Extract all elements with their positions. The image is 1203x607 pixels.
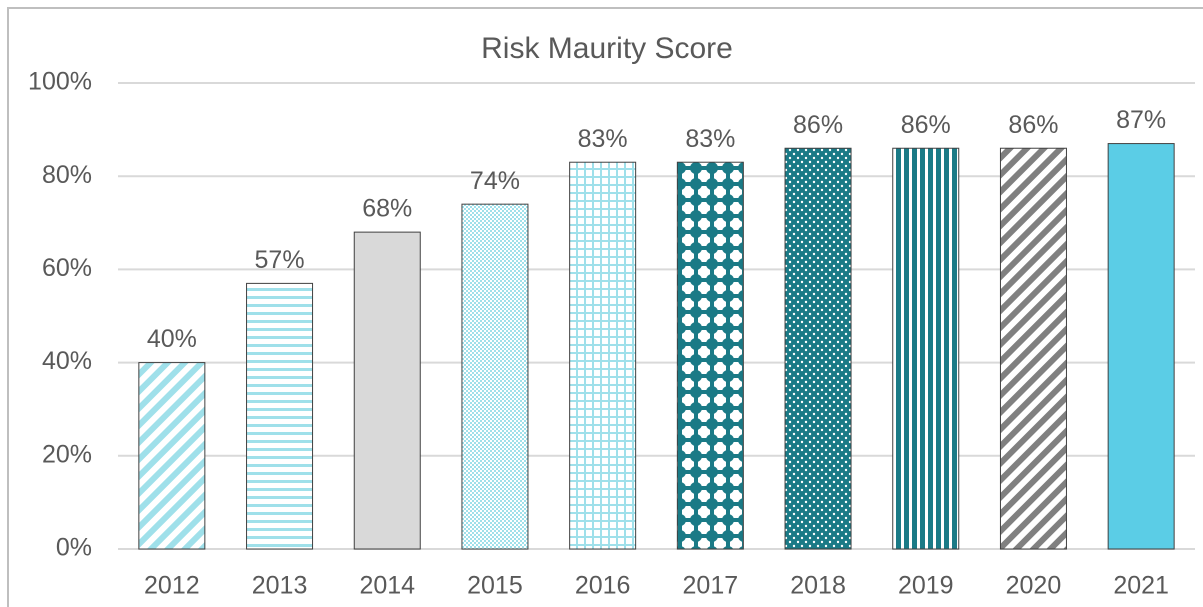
x-tick-label: 2016 (575, 572, 631, 600)
bar (569, 161, 637, 550)
chart-frame (7, 7, 1203, 607)
value-label: 86% (1008, 111, 1058, 139)
y-tick-label: 80% (42, 161, 92, 189)
value-label: 86% (793, 111, 843, 139)
value-label: 86% (901, 111, 951, 139)
bar (138, 362, 206, 550)
x-tick-label: 2014 (359, 572, 415, 600)
x-tick-label: 2012 (144, 572, 200, 600)
y-tick-label: 60% (42, 254, 92, 282)
value-label: 68% (362, 195, 412, 223)
bar (353, 231, 421, 550)
x-tick-label: 2013 (252, 572, 308, 600)
value-label: 74% (470, 167, 520, 195)
y-tick-label: 20% (42, 440, 92, 468)
value-label: 40% (147, 325, 197, 353)
value-label: 83% (578, 125, 628, 153)
bar (1107, 143, 1175, 550)
bar (246, 282, 314, 550)
bar (999, 147, 1067, 550)
x-tick-label: 2021 (1113, 572, 1169, 600)
x-tick-label: 2018 (790, 572, 846, 600)
y-tick-label: 100% (28, 68, 92, 96)
bar (892, 147, 960, 550)
value-label: 83% (685, 125, 735, 153)
bar (461, 203, 529, 550)
chart-title: Risk Maurity Score (481, 32, 733, 65)
value-label: 57% (255, 246, 305, 274)
bar (676, 161, 744, 550)
x-tick-label: 2017 (683, 572, 739, 600)
x-tick-label: 2019 (898, 572, 954, 600)
x-tick-label: 2015 (467, 572, 523, 600)
value-label: 87% (1116, 106, 1166, 134)
x-tick-label: 2020 (1006, 572, 1062, 600)
y-tick-label: 0% (56, 534, 92, 562)
bar (784, 147, 852, 550)
y-tick-label: 40% (42, 347, 92, 375)
